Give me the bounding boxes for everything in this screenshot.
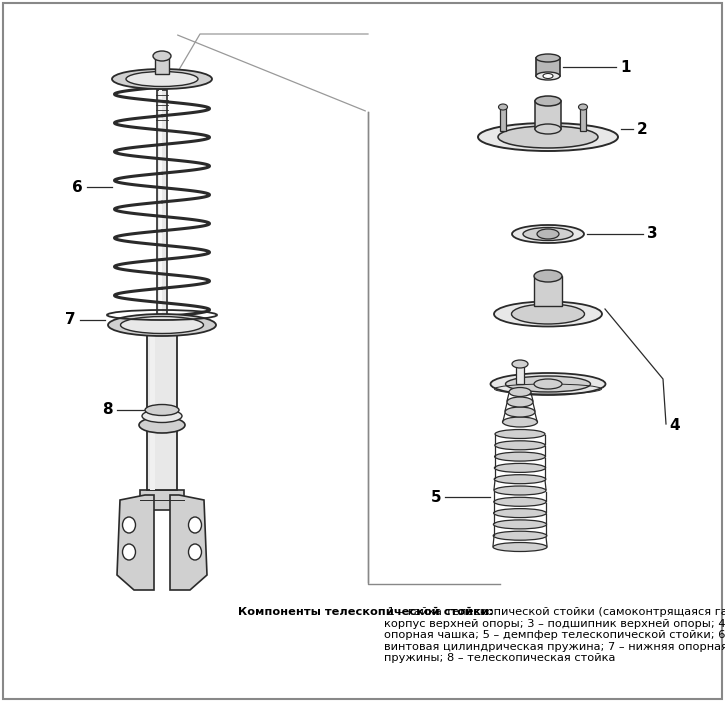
Ellipse shape	[494, 463, 546, 472]
Ellipse shape	[123, 517, 136, 533]
Ellipse shape	[505, 407, 535, 417]
Ellipse shape	[499, 104, 507, 110]
Ellipse shape	[139, 417, 185, 433]
Polygon shape	[117, 495, 154, 590]
Ellipse shape	[534, 379, 562, 389]
Ellipse shape	[534, 270, 562, 282]
Text: 2: 2	[637, 121, 647, 136]
Bar	[500, 107, 506, 131]
Ellipse shape	[536, 54, 560, 62]
Ellipse shape	[123, 544, 136, 560]
Bar	[150, 315, 155, 490]
Ellipse shape	[188, 517, 202, 533]
Ellipse shape	[188, 544, 202, 560]
Bar	[516, 364, 524, 384]
Polygon shape	[170, 495, 207, 590]
Ellipse shape	[493, 531, 547, 541]
Ellipse shape	[153, 51, 171, 61]
Ellipse shape	[494, 475, 546, 484]
Text: 4: 4	[669, 418, 679, 434]
Ellipse shape	[512, 360, 528, 368]
Bar	[140, 490, 184, 510]
Ellipse shape	[494, 520, 547, 529]
Ellipse shape	[543, 74, 553, 79]
Ellipse shape	[535, 96, 561, 106]
Ellipse shape	[494, 497, 546, 506]
Ellipse shape	[108, 314, 216, 336]
Bar	[534, 276, 562, 306]
Ellipse shape	[495, 430, 545, 439]
Ellipse shape	[494, 509, 547, 517]
Ellipse shape	[126, 72, 198, 86]
Ellipse shape	[145, 404, 179, 416]
Ellipse shape	[505, 376, 590, 392]
Bar	[580, 107, 586, 131]
Ellipse shape	[509, 388, 531, 397]
Ellipse shape	[512, 304, 584, 324]
Text: 1 – гайка телескопической стойки (самоконтрящаяся гайка); 2 –
корпус верхней опо: 1 – гайка телескопической стойки (самоко…	[384, 607, 725, 663]
Text: 5: 5	[431, 489, 441, 505]
Ellipse shape	[494, 441, 545, 450]
Ellipse shape	[507, 397, 533, 407]
Ellipse shape	[494, 301, 602, 326]
Ellipse shape	[112, 69, 212, 89]
Ellipse shape	[478, 123, 618, 151]
Ellipse shape	[502, 417, 537, 427]
Ellipse shape	[120, 317, 204, 333]
Bar	[536, 58, 560, 76]
Ellipse shape	[523, 227, 573, 241]
Ellipse shape	[493, 543, 547, 552]
Ellipse shape	[536, 72, 560, 80]
Bar	[535, 101, 561, 129]
Text: 7: 7	[65, 312, 76, 328]
Text: 6: 6	[72, 180, 83, 194]
Bar	[157, 90, 167, 335]
Bar	[155, 54, 169, 74]
Text: 1: 1	[620, 60, 631, 74]
Bar	[147, 315, 177, 490]
Ellipse shape	[535, 124, 561, 134]
Ellipse shape	[491, 373, 605, 395]
Ellipse shape	[579, 104, 587, 110]
Bar	[159, 90, 162, 335]
Text: 8: 8	[102, 402, 113, 418]
Ellipse shape	[494, 486, 546, 495]
Ellipse shape	[142, 409, 182, 423]
Ellipse shape	[498, 126, 598, 148]
Text: Компоненты телескопической стойки:: Компоненты телескопической стойки:	[238, 607, 494, 617]
Ellipse shape	[537, 229, 559, 239]
Ellipse shape	[494, 452, 545, 461]
Text: 3: 3	[647, 227, 658, 241]
Ellipse shape	[512, 225, 584, 243]
